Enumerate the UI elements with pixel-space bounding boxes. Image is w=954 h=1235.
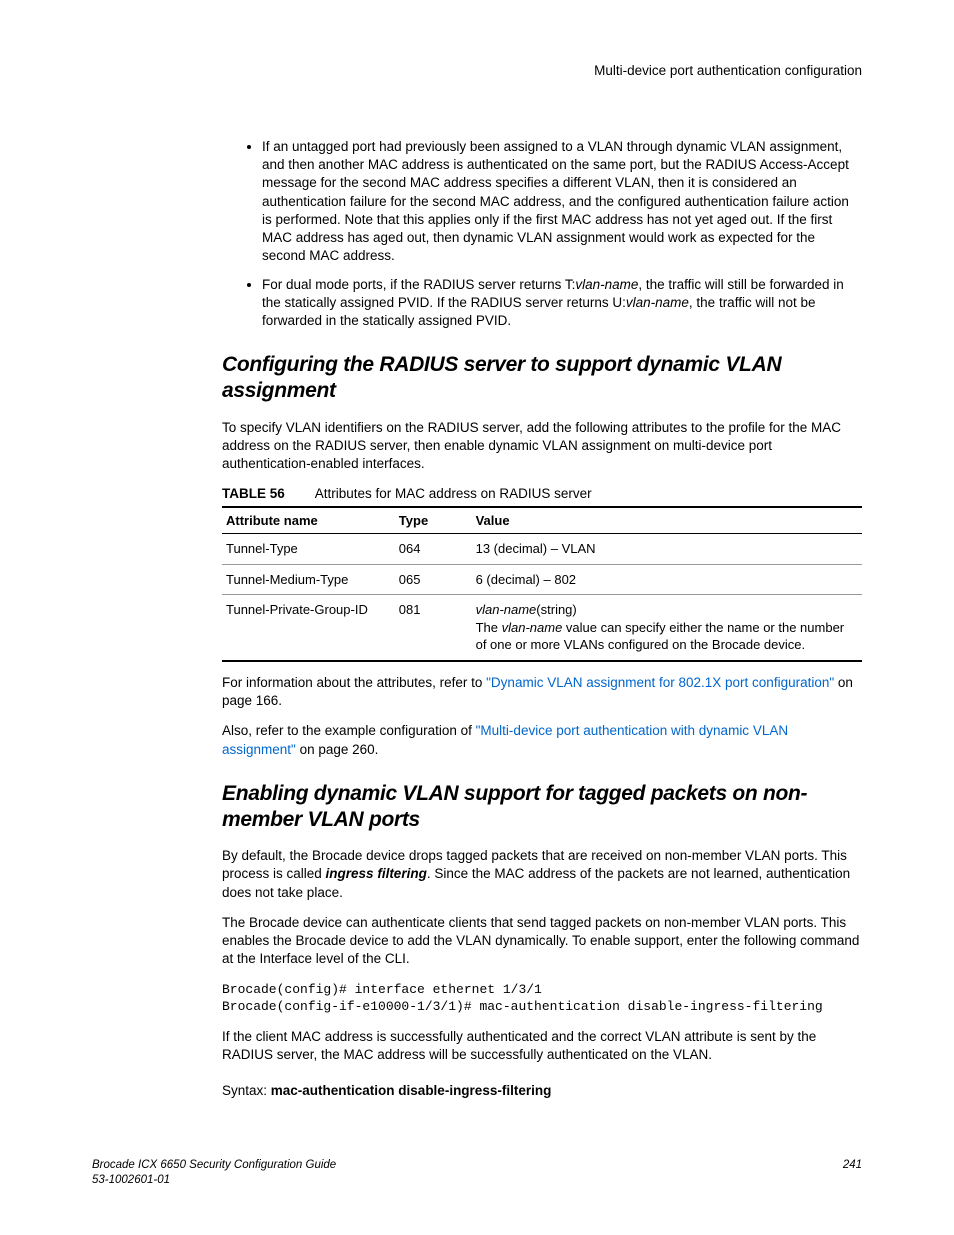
- section-heading: Configuring the RADIUS server to support…: [222, 352, 862, 405]
- syntax-label: Syntax:: [222, 1083, 271, 1098]
- footer-docnum: 53-1002601-01: [92, 1174, 170, 1186]
- cell-attr-name: Tunnel-Type: [222, 534, 395, 565]
- cell-attr-value: 13 (decimal) – VLAN: [472, 534, 862, 565]
- bullet-item: If an untagged port had previously been …: [262, 138, 862, 266]
- attributes-table: Attribute name Type Value Tunnel-Type 06…: [222, 506, 862, 662]
- inline-term: vlan-name: [626, 295, 689, 310]
- cell-attr-type: 081: [395, 595, 472, 661]
- code-block: Brocade(config)# interface ethernet 1/3/…: [222, 981, 862, 1016]
- page-footer: 241 Brocade ICX 6650 Security Configurat…: [92, 1158, 862, 1189]
- inline-term: vlan-name: [476, 602, 537, 617]
- emphasized-term: ingress filtering: [326, 866, 427, 881]
- page-header-title: Multi-device port authentication configu…: [594, 62, 862, 80]
- cell-attr-name: Tunnel-Private-Group-ID: [222, 595, 395, 661]
- inline-term: vlan-name: [502, 620, 563, 635]
- inline-term: vlan-name: [575, 277, 638, 292]
- table-row: Tunnel-Private-Group-ID 081 vlan-name(st…: [222, 595, 862, 661]
- page-content: If an untagged port had previously been …: [222, 138, 862, 1100]
- cell-attr-type: 064: [395, 534, 472, 565]
- col-header: Attribute name: [222, 507, 395, 534]
- bullet-item: For dual mode ports, if the RADIUS serve…: [262, 276, 862, 331]
- text-run: Also, refer to the example configuration…: [222, 723, 476, 738]
- cell-attr-value: 6 (decimal) – 802: [472, 564, 862, 595]
- value-text: (string): [536, 602, 576, 617]
- col-header: Value: [472, 507, 862, 534]
- value-text: The: [476, 620, 502, 635]
- text-run: For information about the attributes, re…: [222, 675, 486, 690]
- table-title: Attributes for MAC address on RADIUS ser…: [315, 486, 592, 501]
- paragraph: If the client MAC address is successfull…: [222, 1028, 862, 1064]
- paragraph: By default, the Brocade device drops tag…: [222, 847, 862, 902]
- bullet-list: If an untagged port had previously been …: [222, 138, 862, 330]
- syntax-line: Syntax: mac-authentication disable-ingre…: [222, 1082, 862, 1100]
- syntax-command: mac-authentication disable-ingress-filte…: [271, 1083, 552, 1098]
- bullet-text: If an untagged port had previously been …: [262, 139, 849, 263]
- table-row: Tunnel-Medium-Type 065 6 (decimal) – 802: [222, 564, 862, 595]
- table-header-row: Attribute name Type Value: [222, 507, 862, 534]
- cell-attr-name: Tunnel-Medium-Type: [222, 564, 395, 595]
- page: Multi-device port authentication configu…: [0, 0, 954, 1235]
- cell-attr-type: 065: [395, 564, 472, 595]
- col-header: Type: [395, 507, 472, 534]
- table-caption: TABLE 56 Attributes for MAC address on RA…: [222, 485, 862, 503]
- footer-title: Brocade ICX 6650 Security Configuration …: [92, 1159, 336, 1171]
- table-label: TABLE 56: [222, 486, 285, 501]
- paragraph: The Brocade device can authenticate clie…: [222, 914, 862, 969]
- paragraph: To specify VLAN identifiers on the RADIU…: [222, 419, 862, 474]
- text-run: on page 260.: [296, 742, 379, 757]
- cell-attr-value: vlan-name(string) The vlan-name value ca…: [472, 595, 862, 661]
- paragraph: Also, refer to the example configuration…: [222, 722, 862, 758]
- table-row: Tunnel-Type 064 13 (decimal) – VLAN: [222, 534, 862, 565]
- paragraph: For information about the attributes, re…: [222, 674, 862, 710]
- page-number: 241: [843, 1158, 862, 1174]
- cross-reference-link[interactable]: "Dynamic VLAN assignment for 802.1X port…: [486, 675, 834, 690]
- section-heading: Enabling dynamic VLAN support for tagged…: [222, 781, 862, 834]
- bullet-text: For dual mode ports, if the RADIUS serve…: [262, 277, 575, 292]
